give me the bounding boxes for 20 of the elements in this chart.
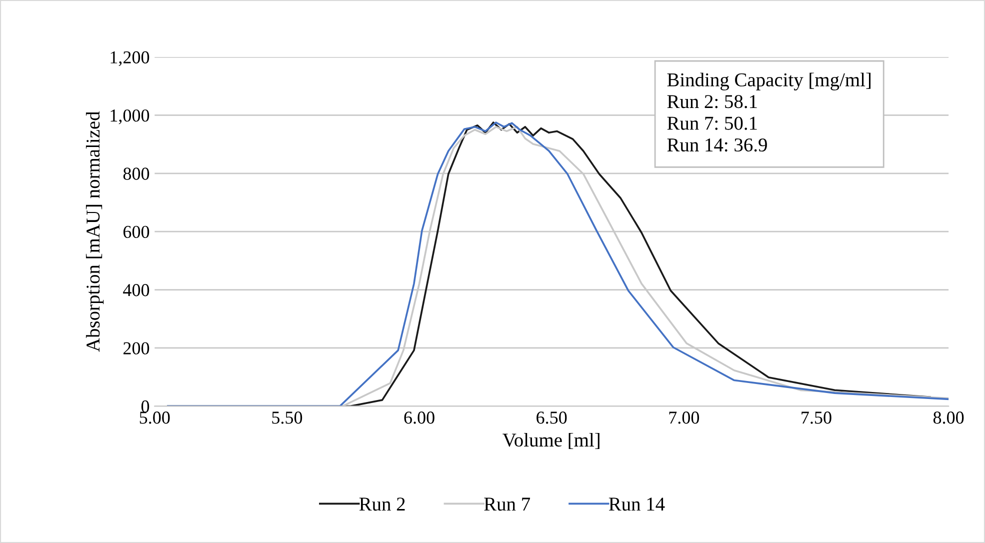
legend-label: Run 14 [608,498,665,511]
y-tick-label: 0 [141,400,150,413]
x-axis-title: Volume [ml] [502,432,600,450]
x-tick-label: 6.00 [404,412,434,424]
y-tick-label: 600 [123,226,150,238]
y-tick-label: 1,000 [110,109,150,124]
y-tick-label: 200 [123,342,150,354]
legend-label: Run 2 [359,498,405,511]
y-tick-label: 400 [123,284,150,296]
x-tick-label: 8.00 [933,412,964,424]
x-tick-label: 7.50 [802,412,832,424]
y-tick-label: 1,200 [110,51,150,66]
y-tick-label: 800 [123,168,150,180]
x-tick-label: 7.00 [669,412,700,424]
y-axis-title: Absorption [mAU] normalized [86,111,104,352]
legend-label: Run 7 [484,498,530,511]
x-tick-label: 5.00 [140,412,170,424]
x-tick-label: 6.50 [536,412,567,424]
annotation: Binding Capacity [mg/ml] Run 2: 58.1 Run 7: 50.1 Run 14: 36.9 [667,72,870,152]
x-tick-label: 5.50 [272,412,302,424]
